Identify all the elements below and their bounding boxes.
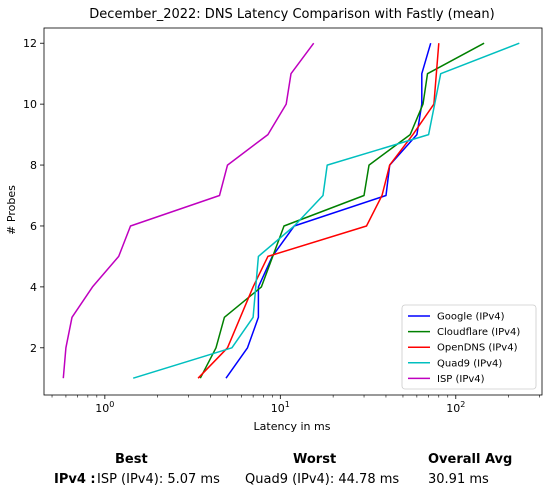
y-tick-label: 2 bbox=[30, 342, 37, 355]
best-header: Best bbox=[115, 452, 148, 467]
series-line-google-ipv4 bbox=[225, 42, 432, 379]
y-tick-label: 8 bbox=[30, 159, 37, 172]
legend: Google (IPv4) Cloudflare (IPv4) OpenDNS (I… bbox=[401, 304, 537, 390]
series-layer bbox=[62, 42, 520, 379]
series-line-isp-ipv4 bbox=[62, 42, 315, 379]
x-tick-label: 100 bbox=[95, 400, 114, 415]
x-axis-label: Latency in ms bbox=[254, 420, 331, 433]
x-tick-label: 102 bbox=[446, 400, 465, 415]
y-axis-label: # Probes bbox=[5, 185, 18, 235]
overall-value: 30.91 ms bbox=[428, 472, 489, 487]
series-line-cloudflare-ipv4 bbox=[199, 42, 485, 379]
best-value: ISP (IPv4): 5.07 ms bbox=[97, 472, 220, 487]
latency-chart: December_2022: DNS Latency Comparison wi… bbox=[5, 7, 543, 433]
legend-entry: Quad9 (IPv4) bbox=[437, 358, 502, 369]
legend-entry: ISP (IPv4) bbox=[437, 374, 485, 385]
legend-entry: Google (IPv4) bbox=[437, 312, 505, 323]
y-tick-label: 6 bbox=[30, 220, 37, 233]
y-tick-label: 10 bbox=[23, 98, 37, 111]
chart-title: December_2022: DNS Latency Comparison wi… bbox=[89, 7, 494, 22]
summary-panel: Best Worst Overall Avg IPv4 : ISP (IPv4)… bbox=[0, 448, 548, 494]
series-line-quad9-ipv4 bbox=[132, 42, 520, 379]
axis-layer: 100 101 102 2 4 6 8 10 12 bbox=[23, 37, 540, 415]
series-line-opendns-ipv4 bbox=[197, 43, 440, 379]
y-tick-label: 12 bbox=[23, 37, 37, 50]
worst-header: Worst bbox=[293, 452, 337, 467]
worst-value: Quad9 (IPv4): 44.78 ms bbox=[245, 472, 400, 487]
x-tick-label: 101 bbox=[271, 400, 290, 415]
overall-header: Overall Avg bbox=[428, 452, 513, 467]
legend-entry: Cloudflare (IPv4) bbox=[437, 327, 520, 338]
legend-entry: OpenDNS (IPv4) bbox=[437, 343, 518, 354]
legend-box bbox=[401, 304, 537, 390]
ipv4-row-label: IPv4 : bbox=[54, 472, 96, 487]
y-tick-label: 4 bbox=[30, 281, 37, 294]
